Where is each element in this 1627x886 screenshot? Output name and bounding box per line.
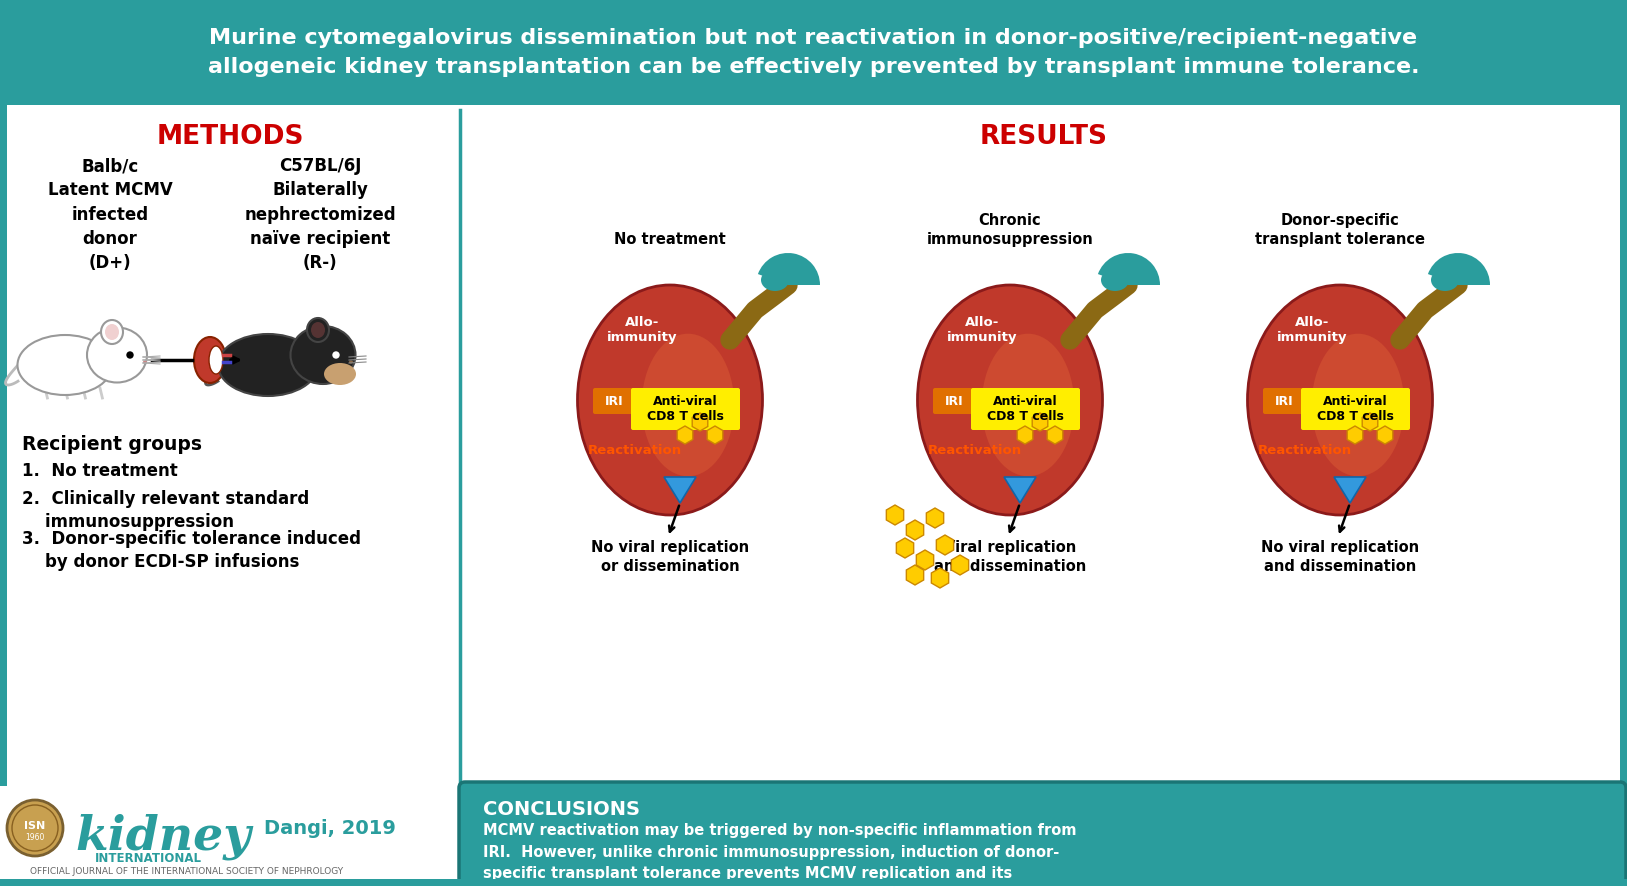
Polygon shape [664, 477, 696, 503]
Ellipse shape [1101, 269, 1129, 291]
Text: OFFICIAL JOURNAL OF THE INTERNATIONAL SOCIETY OF NEPHROLOGY: OFFICIAL JOURNAL OF THE INTERNATIONAL SO… [29, 867, 343, 876]
Wedge shape [1098, 253, 1160, 285]
Text: kidney: kidney [75, 814, 251, 860]
Text: 1.  No treatment: 1. No treatment [23, 462, 177, 480]
Text: CONCLUSIONS: CONCLUSIONS [483, 800, 639, 819]
Polygon shape [1004, 477, 1036, 503]
Text: Anti-viral
CD8 T cells: Anti-viral CD8 T cells [1316, 395, 1393, 423]
Ellipse shape [641, 334, 734, 477]
Ellipse shape [1248, 285, 1432, 515]
FancyBboxPatch shape [0, 0, 1627, 105]
Ellipse shape [143, 361, 146, 363]
Ellipse shape [308, 318, 329, 342]
Text: Reactivation: Reactivation [927, 444, 1022, 456]
Text: Anti-viral
CD8 T cells: Anti-viral CD8 T cells [986, 395, 1064, 423]
Circle shape [7, 800, 63, 856]
FancyBboxPatch shape [0, 105, 7, 786]
FancyBboxPatch shape [0, 105, 1627, 786]
Text: Recipient groups: Recipient groups [23, 435, 202, 454]
Ellipse shape [208, 346, 223, 374]
Text: No viral replication
and dissemination: No viral replication and dissemination [1261, 540, 1419, 574]
Ellipse shape [1432, 269, 1459, 291]
Text: Allo-
immunity: Allo- immunity [1277, 315, 1347, 345]
Text: RESULTS: RESULTS [979, 124, 1108, 150]
Ellipse shape [311, 322, 325, 338]
Text: Chronic
immunosuppression: Chronic immunosuppression [927, 213, 1093, 247]
Text: Donor-specific
transplant tolerance: Donor-specific transplant tolerance [1254, 213, 1425, 247]
Wedge shape [758, 253, 820, 285]
Ellipse shape [127, 352, 133, 358]
Text: 1960: 1960 [26, 834, 44, 843]
Text: Balb/c
Latent MCMV
infected
donor
(D+): Balb/c Latent MCMV infected donor (D+) [47, 157, 172, 272]
Text: INTERNATIONAL: INTERNATIONAL [94, 852, 202, 865]
Text: IRI: IRI [1274, 394, 1293, 408]
Text: Dangi, 2019: Dangi, 2019 [264, 819, 395, 837]
Text: No viral replication
or dissemination: No viral replication or dissemination [591, 540, 748, 574]
Ellipse shape [1311, 334, 1404, 477]
Text: No treatment: No treatment [613, 232, 726, 247]
FancyBboxPatch shape [459, 782, 1625, 884]
Text: Allo-
immunity: Allo- immunity [607, 315, 677, 345]
Text: Viral replication
and dissemination: Viral replication and dissemination [934, 540, 1087, 574]
FancyBboxPatch shape [932, 388, 975, 414]
Text: Anti-viral
CD8 T cells: Anti-viral CD8 T cells [646, 395, 724, 423]
Text: IRI: IRI [945, 394, 963, 408]
Text: Murine cytomegalovirus dissemination but not reactivation in donor-positive/reci: Murine cytomegalovirus dissemination but… [208, 28, 1419, 77]
Ellipse shape [350, 361, 353, 363]
Ellipse shape [106, 324, 119, 340]
FancyBboxPatch shape [971, 388, 1080, 430]
FancyBboxPatch shape [631, 388, 740, 430]
Ellipse shape [18, 335, 112, 395]
Ellipse shape [291, 326, 356, 384]
FancyBboxPatch shape [592, 388, 635, 414]
Text: METHODS: METHODS [156, 124, 304, 150]
FancyBboxPatch shape [1263, 388, 1305, 414]
FancyBboxPatch shape [0, 786, 460, 886]
FancyBboxPatch shape [1302, 388, 1411, 430]
Ellipse shape [324, 363, 356, 385]
Text: ISN: ISN [24, 821, 46, 831]
Ellipse shape [334, 352, 338, 358]
Ellipse shape [86, 328, 146, 383]
Ellipse shape [194, 337, 226, 383]
Ellipse shape [101, 320, 124, 344]
Text: IRI: IRI [605, 394, 623, 408]
Text: 3.  Donor-specific tolerance induced
    by donor ECDI-SP infusions: 3. Donor-specific tolerance induced by d… [23, 530, 361, 571]
Ellipse shape [918, 285, 1103, 515]
Text: Reactivation: Reactivation [1258, 444, 1352, 456]
Text: 2.  Clinically relevant standard
    immunosuppression: 2. Clinically relevant standard immunosu… [23, 490, 309, 531]
Text: Allo-
immunity: Allo- immunity [947, 315, 1017, 345]
Ellipse shape [761, 269, 789, 291]
FancyBboxPatch shape [1620, 105, 1627, 786]
Polygon shape [1334, 477, 1367, 503]
Text: C57BL/6J
Bilaterally
nephrectomized
naïve recipient
(R-): C57BL/6J Bilaterally nephrectomized naïv… [244, 157, 395, 272]
Ellipse shape [578, 285, 763, 515]
Text: Reactivation: Reactivation [587, 444, 682, 456]
Text: MCMV reactivation may be triggered by non-specific inflammation from
IRI.  Howev: MCMV reactivation may be triggered by no… [483, 823, 1077, 886]
Ellipse shape [218, 334, 317, 396]
FancyBboxPatch shape [0, 879, 1627, 886]
Wedge shape [1429, 253, 1490, 285]
Ellipse shape [981, 334, 1074, 477]
